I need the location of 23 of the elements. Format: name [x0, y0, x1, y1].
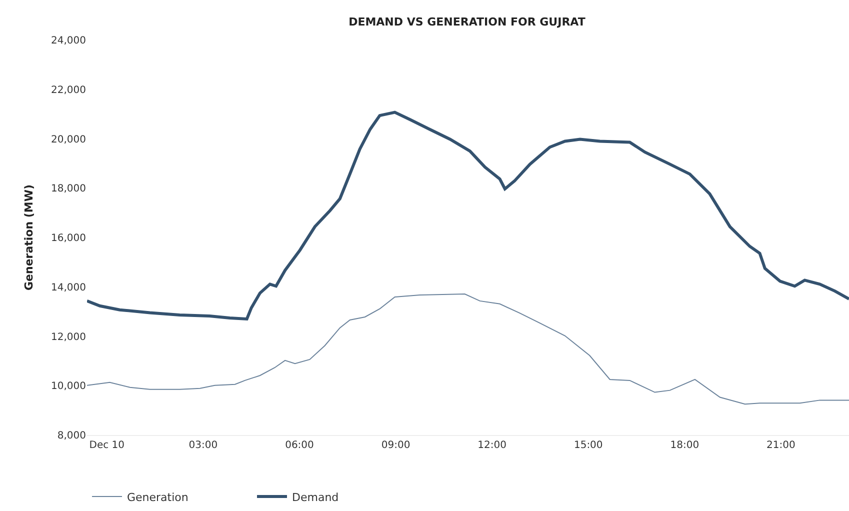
y-tick-label: 20,000 [51, 134, 86, 146]
x-tick-label: 15:00 [574, 440, 603, 451]
y-tick-label: 24,000 [51, 36, 86, 46]
line-series [87, 110, 849, 320]
legend-label: Demand [292, 490, 339, 504]
legend-label: Generation [127, 490, 188, 504]
y-tick-label: 8,000 [57, 430, 86, 442]
x-tick-label: 09:00 [381, 440, 410, 451]
line-series [87, 294, 849, 405]
y-tick-label: 18,000 [51, 184, 86, 195]
y-axis-title: Generation (MW) [22, 184, 36, 291]
x-tick-label: 18:00 [670, 440, 700, 451]
x-tick-label: Dec 10 [89, 440, 125, 451]
y-tick-label: 22,000 [51, 84, 86, 96]
y-tick-label: 10,000 [51, 381, 86, 392]
x-tick-label: 21:00 [766, 440, 796, 451]
y-tick-label: 12,000 [51, 332, 86, 343]
x-tick-label: 12:00 [478, 440, 506, 451]
chart-title: DEMAND VS GENERATION FOR GUJRAT [348, 16, 586, 29]
x-tick-label: 06:00 [285, 440, 314, 451]
y-tick-label: 16,000 [51, 233, 86, 244]
x-tick-label: 03:00 [188, 440, 218, 451]
y-tick-label: 14,000 [51, 282, 86, 294]
